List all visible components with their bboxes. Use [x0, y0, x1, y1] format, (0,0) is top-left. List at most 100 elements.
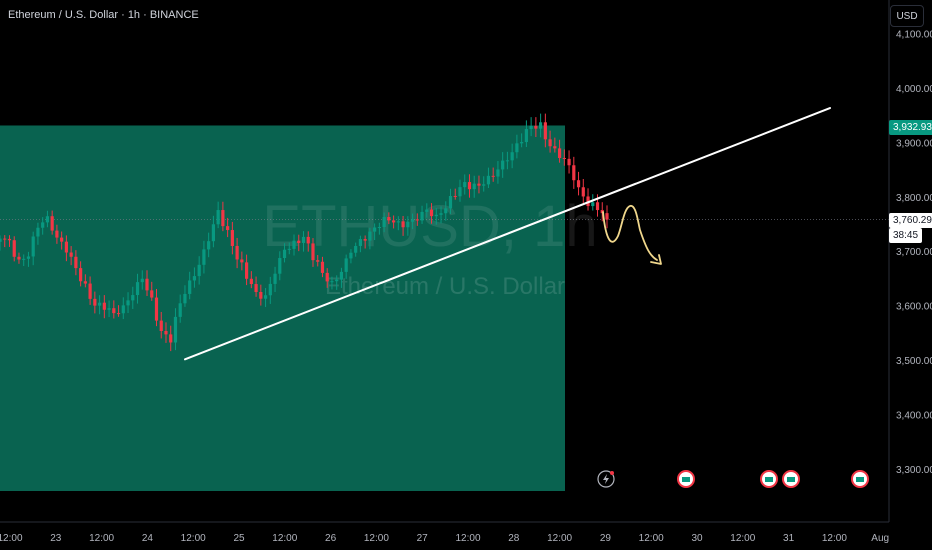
- earnings-icon[interactable]: [851, 470, 869, 488]
- candle-body: [377, 227, 381, 229]
- candle-body: [12, 240, 16, 257]
- candle-body: [539, 122, 543, 129]
- candle-body: [401, 221, 405, 228]
- candle-body: [3, 238, 7, 240]
- time-tick-label: 27: [417, 533, 429, 544]
- candle-body: [425, 209, 429, 212]
- candle-body: [392, 220, 396, 223]
- candle-body: [387, 217, 391, 221]
- candle-body: [26, 256, 31, 259]
- earnings-icon[interactable]: [677, 470, 695, 488]
- candle-body: [410, 219, 415, 222]
- candle-body: [429, 209, 434, 217]
- candle-body: [64, 241, 68, 253]
- candle-body: [69, 252, 73, 257]
- candle-body: [249, 278, 253, 285]
- candle-body: [83, 281, 87, 284]
- time-tick-label: 31: [783, 533, 795, 544]
- candle-body: [188, 280, 192, 294]
- earnings-icon[interactable]: [782, 470, 800, 488]
- candle-body: [396, 221, 400, 223]
- candle-body: [216, 210, 220, 225]
- lightning-icon[interactable]: [597, 470, 615, 488]
- projection-arrowhead: [650, 254, 662, 265]
- candle-body: [567, 158, 571, 166]
- candle-body: [230, 230, 234, 246]
- candle-body: [297, 240, 301, 243]
- trendline[interactable]: [184, 107, 831, 361]
- currency-button[interactable]: USD: [890, 5, 924, 27]
- candle-body: [278, 258, 282, 274]
- candle-body: [510, 152, 514, 161]
- candle-body: [273, 273, 277, 284]
- watermark-name: Ethereum / U.S. Dollar: [325, 273, 565, 300]
- candle-body: [415, 219, 419, 221]
- time-tick-label: 29: [600, 533, 612, 544]
- price-tick-label: 3,500.00: [896, 356, 932, 367]
- candle-body: [145, 278, 149, 291]
- candle-body: [562, 157, 566, 159]
- candle-body: [515, 143, 519, 153]
- candle-body: [0, 238, 2, 242]
- time-tick-label: Aug: [871, 533, 889, 544]
- candle-body: [244, 262, 249, 279]
- candle-body: [41, 222, 45, 228]
- candle-body: [154, 297, 159, 321]
- candle-body: [31, 236, 35, 257]
- candle-body: [159, 320, 163, 332]
- watermark-ticker: ETHUSD, 1h: [262, 194, 597, 259]
- candle-body: [93, 298, 97, 306]
- candle-body: [576, 180, 581, 188]
- candle-body: [325, 272, 329, 282]
- candle-body: [320, 261, 325, 273]
- time-axis[interactable]: 12:00 23 12:00 24 12:00 25 12:00 26 12:00 27 12:00…: [0, 533, 889, 544]
- candle-body: [358, 239, 363, 246]
- candle-body: [259, 292, 263, 299]
- price-tick-label: 3,300.00: [896, 465, 932, 476]
- candle-body: [17, 256, 21, 260]
- candle-body: [382, 217, 386, 228]
- candle-body: [292, 240, 296, 249]
- candle-body: [595, 202, 600, 211]
- candle-body: [183, 293, 187, 304]
- candle-body: [439, 213, 443, 215]
- price-axis[interactable]: 3,300.00 3,400.00 3,500.00 3,600.00 3,700.00…: [896, 30, 932, 476]
- candle-body: [36, 227, 40, 237]
- candle-body: [467, 182, 472, 190]
- candle-body: [477, 183, 481, 186]
- candle-body: [472, 183, 476, 190]
- earnings-icon[interactable]: [760, 470, 778, 488]
- candle-body: [102, 302, 106, 310]
- symbol-title[interactable]: Ethereum / U.S. Dollar · 1h · BINANCE: [8, 9, 199, 21]
- time-tick-label: 24: [142, 533, 154, 544]
- candle-body: [591, 202, 595, 207]
- candle-body: [235, 245, 239, 260]
- candle-body: [453, 195, 457, 197]
- candle-body: [448, 195, 453, 209]
- candle-body: [135, 282, 140, 296]
- candle-body: [226, 226, 230, 231]
- projection-path[interactable]: [602, 205, 658, 261]
- candle-body: [88, 283, 92, 299]
- time-tick-label: 26: [325, 533, 337, 544]
- candle-body: [221, 210, 225, 227]
- candle-body: [45, 216, 50, 223]
- candle-body: [173, 316, 178, 343]
- candle-body: [131, 295, 135, 301]
- time-tick-label: 12:00: [272, 533, 297, 544]
- candle-body: [178, 303, 182, 317]
- candle-body: [79, 268, 83, 282]
- candle-body: [282, 249, 287, 259]
- candle-body: [406, 221, 410, 228]
- last-price-tag: 3,760.29: [889, 213, 932, 228]
- candle-body: [434, 214, 438, 217]
- candle-body: [150, 290, 154, 298]
- highlight-zone: [0, 125, 565, 491]
- candle-body: [491, 175, 495, 177]
- time-tick-label: 12:00: [364, 533, 389, 544]
- time-tick-label: 25: [233, 533, 245, 544]
- price-tick-label: 3,400.00: [896, 410, 932, 421]
- candle-body: [192, 276, 197, 281]
- candle-body: [22, 258, 26, 260]
